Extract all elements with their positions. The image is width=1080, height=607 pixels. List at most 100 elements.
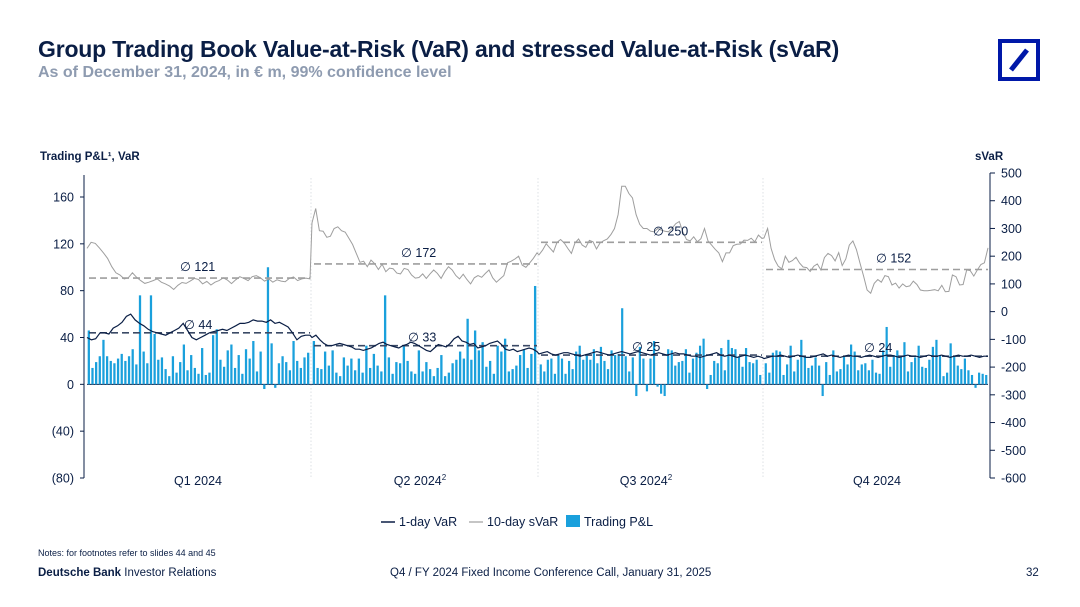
pnl-bar bbox=[946, 372, 949, 385]
pnl-bar bbox=[406, 360, 409, 385]
pnl-bar bbox=[567, 360, 571, 385]
chart-labels: 16012080400(40)(80)5004003002001000-100-… bbox=[40, 151, 1026, 488]
pnl-bar bbox=[277, 363, 281, 385]
pnl-bar bbox=[387, 357, 391, 385]
pnl-bar bbox=[814, 357, 817, 385]
pnl-bar bbox=[410, 371, 413, 385]
pnl-bar bbox=[470, 359, 473, 385]
pnl-bar bbox=[417, 350, 421, 385]
pnl-bar bbox=[860, 364, 863, 385]
pnl-bar bbox=[160, 357, 164, 385]
pnl-bar bbox=[821, 384, 824, 397]
pnl-bar bbox=[571, 369, 574, 385]
pnl-bar bbox=[614, 355, 617, 385]
svar-average-label: ∅ 121 bbox=[180, 260, 215, 274]
pnl-bar bbox=[575, 351, 578, 385]
pnl-bar bbox=[617, 353, 620, 385]
pnl-bar bbox=[786, 364, 789, 385]
pnl-bar bbox=[970, 374, 974, 385]
pnl-bar bbox=[500, 351, 503, 385]
quarter-superscript: 2 bbox=[668, 473, 673, 482]
pnl-bar bbox=[953, 356, 956, 385]
pnl-bar bbox=[667, 349, 670, 385]
pnl-bar bbox=[789, 345, 792, 385]
pnl-bar bbox=[688, 372, 691, 385]
pnl-bar bbox=[91, 367, 94, 385]
pnl-bar bbox=[649, 358, 652, 385]
pnl-bar bbox=[878, 373, 881, 385]
pnl-bar bbox=[182, 344, 186, 385]
pnl-bar bbox=[288, 370, 292, 385]
quarter-label: Q1 2024 bbox=[174, 474, 222, 488]
pnl-bar bbox=[960, 369, 963, 385]
pnl-bar bbox=[413, 373, 417, 385]
pnl-bar bbox=[850, 344, 853, 385]
pnl-bar bbox=[553, 373, 557, 385]
pnl-bar bbox=[800, 339, 803, 385]
pnl-bar bbox=[171, 356, 175, 385]
pnl-bar bbox=[910, 362, 913, 385]
chart-axes bbox=[80, 172, 995, 479]
pnl-bar bbox=[451, 363, 454, 385]
pnl-bar bbox=[832, 350, 835, 385]
pnl-bar bbox=[179, 362, 182, 385]
pnl-bar bbox=[543, 371, 546, 385]
pnl-bar bbox=[803, 356, 806, 385]
pnl-bar bbox=[716, 363, 719, 385]
pnl-bar bbox=[530, 353, 533, 385]
pnl-bar bbox=[670, 350, 673, 385]
pnl-bar bbox=[720, 348, 723, 385]
pnl-bar bbox=[307, 352, 310, 385]
pnl-bar bbox=[546, 359, 549, 385]
pnl-bar bbox=[353, 370, 357, 385]
pnl-bar bbox=[660, 384, 663, 394]
page-number: 32 bbox=[1026, 567, 1039, 579]
pnl-bar bbox=[398, 363, 402, 385]
pnl-bar bbox=[606, 369, 610, 385]
pnl-bar bbox=[550, 358, 553, 385]
pnl-bar bbox=[928, 359, 931, 385]
pnl-bar bbox=[296, 360, 299, 385]
pnl-bar bbox=[193, 367, 196, 385]
pnl-bar bbox=[473, 330, 477, 385]
pnl-bar bbox=[744, 348, 748, 385]
pnl-bar bbox=[935, 339, 938, 385]
pnl-bar bbox=[764, 363, 767, 385]
pnl-bar bbox=[201, 348, 204, 385]
left-tick-label: 120 bbox=[53, 237, 74, 251]
right-tick-label: 300 bbox=[1001, 222, 1022, 236]
pnl-bar bbox=[533, 285, 537, 385]
pnl-bar bbox=[730, 348, 734, 385]
pnl-bar bbox=[266, 267, 270, 385]
pnl-bar bbox=[539, 364, 542, 385]
left-tick-label: (80) bbox=[52, 472, 74, 486]
pnl-bar bbox=[956, 365, 959, 385]
page-title: Group Trading Book Value-at-Risk (VaR) a… bbox=[38, 36, 840, 62]
pnl-bar bbox=[631, 357, 634, 385]
left-tick-label: 40 bbox=[60, 331, 74, 345]
pnl-bar bbox=[752, 363, 755, 385]
pnl-bar bbox=[681, 360, 684, 385]
right-tick-label: 500 bbox=[1001, 167, 1022, 181]
pnl-bar bbox=[727, 339, 730, 385]
pnl-bar bbox=[585, 353, 588, 385]
pnl-bar bbox=[775, 350, 778, 385]
pnl-bar bbox=[903, 342, 906, 385]
pnl-bar bbox=[684, 349, 687, 385]
pnl-bar bbox=[917, 345, 920, 385]
pnl-bar bbox=[828, 374, 831, 385]
pnl-bar bbox=[931, 346, 934, 385]
brand-footer: Deutsche Bank Investor Relations bbox=[38, 567, 216, 579]
pnl-bar bbox=[652, 341, 656, 385]
deutsche-bank-logo bbox=[998, 39, 1040, 81]
pnl-bar bbox=[578, 345, 581, 385]
pnl-bar bbox=[263, 384, 266, 390]
pnl-bar bbox=[395, 362, 398, 385]
pnl-bar bbox=[560, 358, 564, 385]
pnl-bar bbox=[208, 372, 211, 385]
legend-pnl-swatch bbox=[566, 515, 580, 527]
pnl-bar bbox=[303, 357, 306, 385]
right-tick-label: -500 bbox=[1001, 444, 1026, 458]
pnl-bar bbox=[695, 352, 698, 385]
